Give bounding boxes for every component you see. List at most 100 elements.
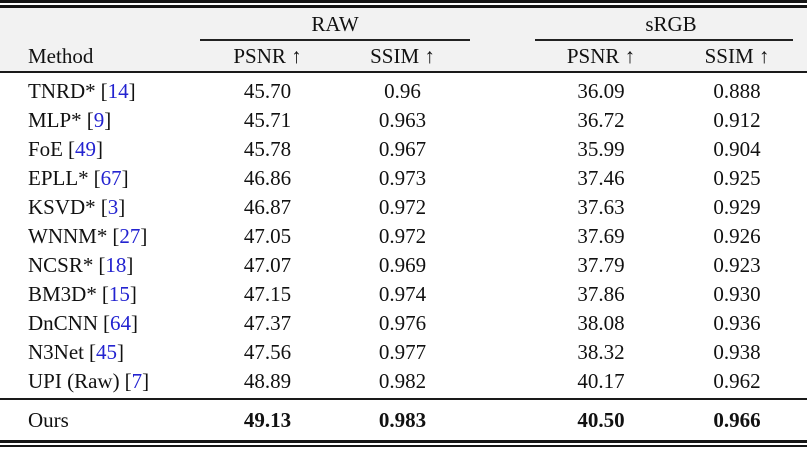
group-label-raw: RAW bbox=[311, 12, 359, 36]
citation-number: 45 bbox=[96, 340, 117, 364]
footer-rule bbox=[0, 398, 807, 400]
header-midrule bbox=[0, 71, 807, 73]
raw-ssim-value: 0.972 bbox=[378, 224, 427, 248]
group-header-srgb: sRGB bbox=[535, 8, 807, 41]
srgb-psnr-value: 37.79 bbox=[577, 253, 625, 277]
citation-open-bracket: [ bbox=[101, 282, 109, 306]
method-name: UPI (Raw) bbox=[28, 369, 120, 393]
citation-close-bracket: ] bbox=[142, 369, 150, 393]
raw-underline bbox=[200, 39, 470, 41]
citation-close-bracket: ] bbox=[128, 79, 136, 103]
citation-open-bracket: [ bbox=[100, 195, 108, 219]
citation-link[interactable]: [9] bbox=[87, 108, 112, 132]
top-double-rule bbox=[0, 0, 807, 8]
srgb-ssim-value: 0.923 bbox=[713, 253, 761, 277]
method-name: WNNM* bbox=[28, 224, 108, 248]
raw-ssim-value: 0.977 bbox=[378, 340, 427, 364]
srgb-ssim-value: 0.926 bbox=[713, 224, 761, 248]
citation-link[interactable]: [45] bbox=[89, 340, 124, 364]
citation-close-bracket: ] bbox=[117, 340, 124, 364]
table-row: N3Net [45] 47.56 0.977 38.32 0.938 bbox=[0, 338, 807, 367]
method-cell: N3Net [45] bbox=[0, 338, 200, 367]
method-name: NCSR* bbox=[28, 253, 94, 277]
citation-close-bracket: ] bbox=[104, 108, 112, 132]
group-header-row: RAW sRGB bbox=[0, 8, 807, 41]
citation-close-bracket: ] bbox=[131, 311, 139, 335]
method-cell: MLP* [9] bbox=[0, 106, 200, 135]
citation-link[interactable]: [15] bbox=[102, 282, 137, 306]
citation-close-bracket: ] bbox=[129, 282, 137, 306]
srgb-ssim-value: 0.930 bbox=[713, 282, 761, 306]
table-row: UPI (Raw) [7] 48.89 0.982 40.17 0.962 bbox=[0, 367, 807, 396]
srgb-psnr-value: 37.63 bbox=[577, 195, 625, 219]
srgb-ssim-value: 0.888 bbox=[713, 79, 761, 103]
ours-raw-psnr-value: 49.13 bbox=[243, 408, 292, 432]
method-cell: WNNM* [27] bbox=[0, 222, 200, 251]
method-cell: FoE [49] bbox=[0, 135, 200, 164]
method-cell: NCSR* [18] bbox=[0, 251, 200, 280]
ours-label: Ours bbox=[28, 408, 69, 432]
citation-link[interactable]: [27] bbox=[112, 224, 147, 248]
table-row: KSVD* [3] 46.87 0.972 37.63 0.929 bbox=[0, 193, 807, 222]
srgb-psnr-value: 36.09 bbox=[577, 79, 625, 103]
table-row: NCSR* [18] 47.07 0.969 37.79 0.923 bbox=[0, 251, 807, 280]
ours-srgb-psnr-value: 40.50 bbox=[577, 408, 625, 432]
method-name: KSVD* bbox=[28, 195, 96, 219]
citation-number: 27 bbox=[119, 224, 141, 248]
srgb-ssim-value: 0.912 bbox=[713, 108, 761, 132]
table-header: RAW sRGB Method PSNR ↑ SSIM ↑ PSNR ↑ SSI… bbox=[0, 8, 807, 71]
raw-ssim-value: 0.969 bbox=[378, 253, 427, 277]
citation-link[interactable]: [3] bbox=[101, 195, 126, 219]
raw-psnr-value: 46.87 bbox=[243, 195, 292, 219]
citation-number: 9 bbox=[93, 108, 105, 132]
table-row: TNRD* [14] 45.70 0.96 36.09 0.888 bbox=[0, 77, 807, 106]
citation-close-bracket: ] bbox=[96, 137, 104, 161]
citation-link[interactable]: [18] bbox=[98, 253, 133, 277]
method-cell: EPLL* [67] bbox=[0, 164, 200, 193]
method-cell: TNRD* [14] bbox=[0, 77, 200, 106]
table-row: DnCNN [64] 47.37 0.976 38.08 0.936 bbox=[0, 309, 807, 338]
raw-ssim-value: 0.982 bbox=[378, 369, 427, 393]
table-row: WNNM* [27] 47.05 0.972 37.69 0.926 bbox=[0, 222, 807, 251]
citation-link[interactable]: [49] bbox=[68, 137, 103, 161]
raw-psnr-value: 47.15 bbox=[243, 282, 292, 306]
method-name: MLP* bbox=[28, 108, 82, 132]
citation-open-bracket: [ bbox=[86, 108, 94, 132]
group-header-gap bbox=[470, 8, 535, 41]
srgb-psnr-value: 38.32 bbox=[577, 340, 625, 364]
citation-link[interactable]: [64] bbox=[103, 311, 138, 335]
citation-link[interactable]: [14] bbox=[101, 79, 136, 103]
raw-psnr-value: 47.37 bbox=[243, 311, 292, 335]
method-name: EPLL* bbox=[28, 166, 89, 190]
srgb-psnr-value: 38.08 bbox=[577, 311, 625, 335]
citation-open-bracket: [ bbox=[68, 137, 76, 161]
srgb-ssim-header: SSIM ↑ bbox=[704, 43, 770, 68]
citation-open-bracket: [ bbox=[100, 79, 108, 103]
citation-link[interactable]: [67] bbox=[94, 166, 129, 190]
srgb-psnr-value: 36.72 bbox=[577, 108, 625, 132]
ours-srgb-ssim-value: 0.966 bbox=[713, 408, 761, 432]
citation-close-bracket: ] bbox=[126, 253, 134, 277]
table-row-ours: Ours 49.13 0.983 40.50 0.966 bbox=[0, 400, 807, 440]
citation-number: 18 bbox=[105, 253, 127, 277]
raw-psnr-value: 46.86 bbox=[243, 166, 292, 190]
group-header-raw: RAW bbox=[200, 8, 470, 41]
citation-link[interactable]: [7] bbox=[125, 369, 150, 393]
raw-psnr-value: 47.07 bbox=[243, 253, 292, 277]
raw-ssim-value: 0.972 bbox=[378, 195, 427, 219]
raw-psnr-value: 45.70 bbox=[243, 79, 292, 103]
srgb-ssim-value: 0.929 bbox=[713, 195, 761, 219]
raw-psnr-value: 45.78 bbox=[243, 137, 292, 161]
srgb-psnr-value: 35.99 bbox=[577, 137, 625, 161]
raw-ssim-value: 0.973 bbox=[378, 166, 427, 190]
method-name: BM3D* bbox=[28, 282, 97, 306]
srgb-psnr-header: PSNR ↑ bbox=[566, 43, 636, 68]
srgb-psnr-value: 40.17 bbox=[577, 369, 625, 393]
raw-ssim-value: 0.974 bbox=[378, 282, 427, 306]
citation-number: 15 bbox=[108, 282, 130, 306]
citation-number: 3 bbox=[107, 195, 119, 219]
citation-close-bracket: ] bbox=[140, 224, 148, 248]
table-row: BM3D* [15] 47.15 0.974 37.86 0.930 bbox=[0, 280, 807, 309]
srgb-psnr-value: 37.46 bbox=[577, 166, 625, 190]
